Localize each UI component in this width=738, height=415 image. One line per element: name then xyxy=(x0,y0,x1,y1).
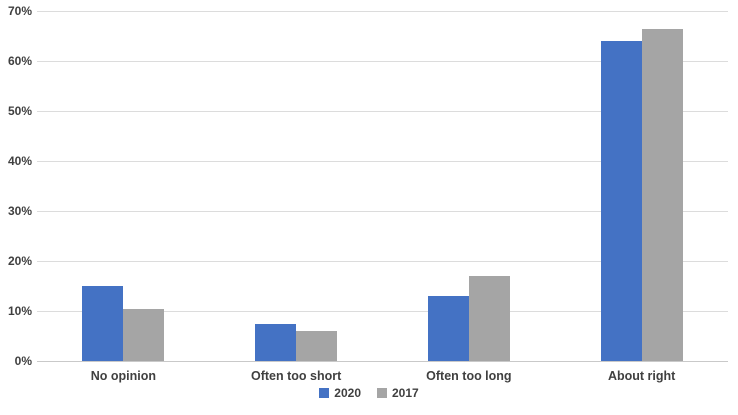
legend-item-2020: 2020 xyxy=(319,387,361,399)
y-tick-label-60: 60% xyxy=(7,54,32,68)
bar-2020-no-opinion xyxy=(82,286,124,361)
legend-swatch-2020 xyxy=(319,388,330,398)
y-tick-label-0: 0% xyxy=(14,354,32,368)
y-tick-label-10: 10% xyxy=(7,304,32,318)
plot-area xyxy=(37,10,728,362)
bar-2017-about-right xyxy=(641,28,683,361)
legend-label-2017: 2017 xyxy=(392,386,419,400)
x-axis-line xyxy=(37,360,728,362)
y-tick-label-50: 50% xyxy=(7,104,32,118)
legend-label-2020: 2020 xyxy=(334,386,361,400)
x-category-label-no-opinion: No opinion xyxy=(90,369,156,383)
y-tick-label-70: 70% xyxy=(7,4,32,18)
gridline-60 xyxy=(37,60,728,62)
x-category-label-often-too-short: Often too short xyxy=(250,369,342,383)
gridline-40 xyxy=(37,160,728,162)
gridline-20 xyxy=(37,260,728,262)
bar-2020-often-too-short xyxy=(255,323,297,361)
x-category-label-often-too-long: Often too long xyxy=(426,369,512,383)
bar-2020-often-too-long xyxy=(427,296,469,361)
x-category-label-about-right: About right xyxy=(607,369,676,383)
legend-swatch-2017 xyxy=(377,388,387,398)
legend-item-2017: 2017 xyxy=(377,387,419,399)
gridline-50 xyxy=(37,110,728,112)
y-tick-label-20: 20% xyxy=(7,254,32,268)
bar-2017-often-too-short xyxy=(296,331,338,361)
y-tick-label-30: 30% xyxy=(7,204,32,218)
y-tick-label-40: 40% xyxy=(7,154,32,168)
legend: 2020 2017 xyxy=(0,387,738,399)
bar-2020-about-right xyxy=(600,41,642,361)
gridline-70 xyxy=(37,10,728,12)
gridline-10 xyxy=(37,310,728,312)
bar-2017-often-too-long xyxy=(468,276,510,361)
bar-2017-no-opinion xyxy=(123,308,165,361)
gridline-30 xyxy=(37,210,728,212)
